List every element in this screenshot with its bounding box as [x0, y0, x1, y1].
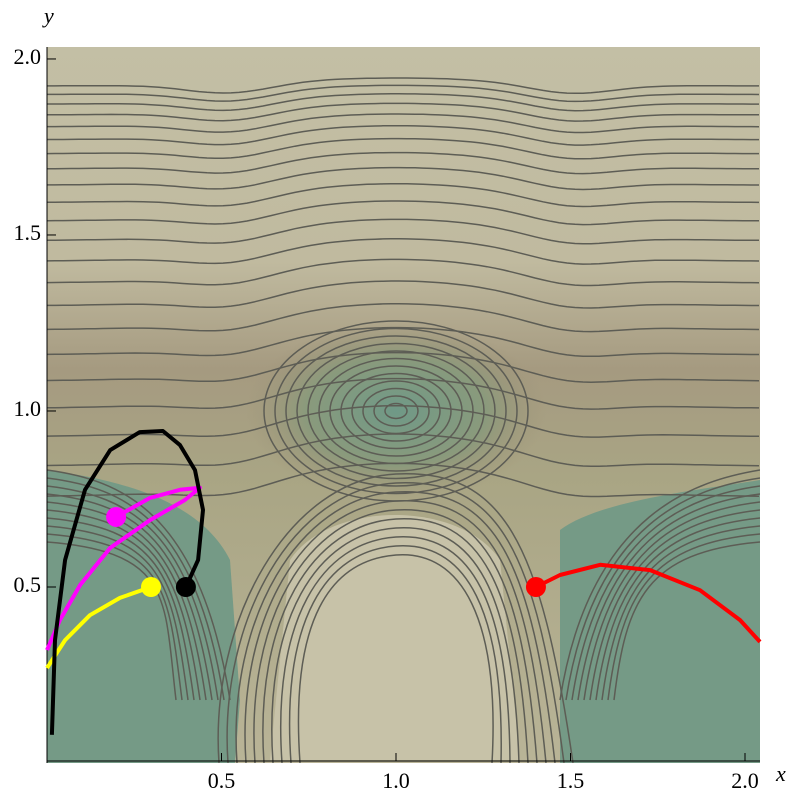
y-tick-label: 1.0	[14, 396, 42, 421]
contour-line	[373, 395, 419, 427]
contour-line	[47, 433, 760, 468]
contour-line	[47, 351, 760, 383]
trajectory	[45, 485, 202, 651]
contour-line	[274, 327, 518, 495]
contour-line	[296, 342, 496, 480]
contour-line	[244, 500, 547, 763]
x-tick-label: 1.5	[557, 768, 585, 793]
contour-line	[351, 380, 441, 442]
contour-line	[329, 365, 463, 457]
contour-line	[318, 357, 474, 465]
contour-line	[47, 280, 759, 309]
contour-line	[297, 554, 494, 763]
contour-line	[280, 536, 511, 763]
contour-line	[47, 84, 760, 103]
contour-line	[47, 377, 760, 410]
y-axis-label: y	[42, 3, 54, 28]
contour-line	[47, 303, 760, 333]
trajectory	[49, 429, 205, 735]
contour-background	[47, 47, 760, 763]
contour-line	[47, 102, 759, 122]
contour-line	[47, 77, 759, 95]
contour-line	[47, 151, 760, 175]
contour-line	[613, 541, 760, 701]
contour-line	[47, 517, 195, 701]
contour-line	[47, 183, 760, 208]
x-tick-label: 0.5	[208, 768, 236, 793]
contour-line	[47, 477, 225, 701]
contour-line	[47, 509, 201, 701]
contour-line	[253, 509, 538, 763]
contour-line	[583, 501, 760, 701]
contour-line	[384, 402, 408, 420]
contour-line	[47, 166, 759, 191]
contour-line	[47, 258, 760, 287]
contour-line	[285, 335, 507, 487]
contour-line	[589, 509, 760, 701]
contour-line	[47, 238, 760, 265]
start-point	[141, 576, 162, 597]
contour-line	[47, 125, 759, 146]
contour-line	[340, 372, 452, 450]
trajectory	[535, 562, 762, 644]
contour-line	[362, 387, 430, 435]
start-point	[525, 576, 546, 597]
contour-line	[288, 545, 502, 763]
contour-line	[47, 113, 760, 134]
y-tick-label: 1.5	[14, 220, 42, 245]
contour-line	[565, 477, 760, 701]
contour-line	[47, 326, 759, 358]
contour-line	[47, 200, 760, 226]
y-tick-label: 2.0	[14, 44, 42, 69]
contour-line	[47, 93, 759, 112]
contour-line	[47, 485, 219, 701]
contour-line	[47, 137, 759, 160]
contour-line	[226, 482, 565, 763]
y-tick-label: 0.5	[14, 572, 42, 597]
x-tick-label: 2.0	[731, 768, 759, 793]
start-point	[175, 576, 196, 597]
contour-line	[559, 469, 760, 701]
contour-line	[47, 525, 189, 701]
contour-line	[271, 527, 520, 763]
contour-line	[571, 485, 760, 701]
contour-line	[595, 517, 760, 701]
contour-line	[307, 350, 485, 472]
contour-line	[577, 493, 760, 701]
start-point	[106, 506, 127, 527]
x-axis-label: x	[775, 761, 786, 786]
contour-line	[607, 533, 760, 701]
trajectory	[45, 585, 152, 670]
contour-line	[262, 518, 529, 763]
x-tick-label: 1.0	[382, 768, 410, 793]
contour-line	[47, 218, 759, 245]
contour-line	[235, 491, 556, 763]
